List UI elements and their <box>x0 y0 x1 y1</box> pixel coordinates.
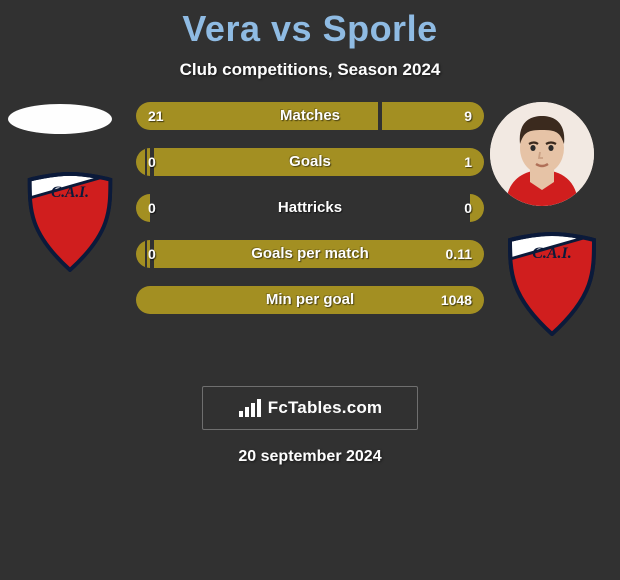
stat-row: Goals0 1 <box>136 148 484 176</box>
shield-icon: C.A.I. <box>22 172 118 272</box>
stat-label: Goals <box>136 148 484 176</box>
stat-value-left: 0 <box>148 148 156 176</box>
face-icon <box>490 102 594 206</box>
stat-bars: Matches219Goals01Hattricks00Goals per ma… <box>136 102 484 332</box>
svg-text:C.A.I.: C.A.I. <box>532 245 572 262</box>
stat-row: Min per goal1048 <box>136 286 484 314</box>
title-player1: Vera <box>182 8 260 49</box>
brand-box: FcTables.com <box>202 386 418 430</box>
stat-value-left: 0 <box>148 194 156 222</box>
page-title: Vera vs Sporle <box>0 0 620 50</box>
stat-row: Matches21 9 <box>136 102 484 130</box>
title-vs: vs <box>271 8 312 49</box>
stat-label: Hattricks <box>136 194 484 222</box>
stat-label: Min per goal <box>136 286 484 314</box>
stat-value-left: 21 <box>148 102 164 130</box>
stat-row: Goals per match0 0.11 <box>136 240 484 268</box>
player1-club-crest: C.A.I. <box>22 172 118 272</box>
date-line: 20 september 2024 <box>0 448 620 466</box>
stat-value-right: 1048 <box>441 286 472 314</box>
stat-row: Hattricks0 0 <box>136 194 484 222</box>
svg-text:C.A.I.: C.A.I. <box>51 184 89 201</box>
player1-avatar-placeholder <box>8 104 112 134</box>
stat-label: Goals per match <box>136 240 484 268</box>
player2-avatar <box>490 102 594 206</box>
stat-value-left: 0 <box>148 240 156 268</box>
comparison-stage: C.A.I. C.A.I. <box>0 112 620 372</box>
bar-chart-icon <box>238 397 262 419</box>
stat-value-right: 0.11 <box>446 240 472 268</box>
player2-club-crest: C.A.I. <box>502 232 602 336</box>
brand-text: FcTables.com <box>268 398 383 418</box>
stat-value-right: 0 <box>464 194 472 222</box>
shield-icon: C.A.I. <box>502 232 602 336</box>
subtitle: Club competitions, Season 2024 <box>0 60 620 80</box>
title-player2: Sporle <box>323 8 438 49</box>
stat-label: Matches <box>136 102 484 130</box>
stat-value-right: 1 <box>464 148 472 176</box>
stat-value-right: 9 <box>464 102 472 130</box>
